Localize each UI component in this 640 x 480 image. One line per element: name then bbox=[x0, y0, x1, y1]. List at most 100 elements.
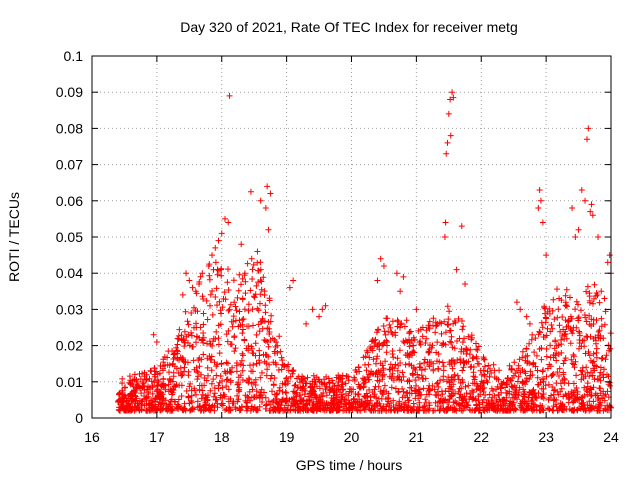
y-tick-labels: 0 0.01 0.02 0.03 0.04 0.05 0.06 0.07 0.08 0.09 0.1 bbox=[56, 48, 83, 426]
data-point bbox=[215, 237, 222, 244]
data-point bbox=[377, 255, 384, 262]
data-point bbox=[238, 241, 245, 248]
data-point bbox=[539, 219, 546, 226]
data-point bbox=[578, 186, 585, 193]
data-point bbox=[536, 186, 543, 193]
data-point bbox=[583, 136, 590, 143]
data-point bbox=[595, 234, 602, 240]
y-tick-label: 0.02 bbox=[56, 338, 83, 354]
data-point bbox=[153, 338, 160, 345]
data-point bbox=[267, 190, 274, 197]
y-tick-label: 0.07 bbox=[56, 157, 83, 173]
x-tick-label: 22 bbox=[473, 429, 489, 445]
data-point bbox=[309, 306, 316, 313]
y-axis-label: ROTI / TECUs bbox=[6, 192, 22, 282]
x-tick-label: 24 bbox=[603, 429, 619, 445]
data-point bbox=[572, 234, 579, 240]
data-point bbox=[569, 205, 576, 212]
data-point bbox=[598, 288, 605, 295]
data-point bbox=[264, 183, 271, 190]
data-point bbox=[221, 215, 228, 222]
data-point bbox=[606, 252, 613, 259]
data-point bbox=[585, 125, 592, 132]
data-point bbox=[316, 313, 323, 320]
data-point bbox=[212, 244, 219, 251]
x-tick-label: 16 bbox=[84, 429, 100, 445]
plot-frame bbox=[91, 55, 612, 419]
data-point bbox=[303, 320, 310, 327]
data-point bbox=[319, 306, 326, 313]
data-point bbox=[322, 302, 329, 309]
data-point bbox=[537, 197, 544, 204]
data-point bbox=[374, 277, 381, 284]
data-point bbox=[442, 219, 449, 226]
data-point bbox=[535, 205, 542, 212]
data-point bbox=[262, 205, 269, 212]
x-tick-label: 20 bbox=[344, 429, 360, 445]
x-tick-label: 18 bbox=[214, 429, 230, 445]
y-tick-label: 0.04 bbox=[56, 265, 83, 281]
data-point bbox=[575, 226, 582, 233]
data-point bbox=[393, 270, 400, 277]
data-point bbox=[199, 270, 206, 277]
data-point bbox=[589, 212, 596, 219]
y-tick-label: 0.01 bbox=[56, 374, 83, 390]
x-tick-labels: 16 17 18 19 20 21 22 23 24 bbox=[84, 429, 619, 445]
data-point bbox=[183, 270, 190, 277]
data-point bbox=[526, 320, 533, 327]
x-axis-label: GPS time / hours bbox=[296, 457, 403, 473]
data-point bbox=[523, 313, 530, 320]
y-tick-label: 0.05 bbox=[56, 229, 83, 245]
data-point bbox=[458, 223, 465, 230]
data-point bbox=[218, 230, 225, 237]
data-point bbox=[601, 295, 608, 302]
x-tick-label: 21 bbox=[409, 429, 425, 445]
y-tick-label: 0 bbox=[75, 410, 83, 426]
data-point bbox=[582, 197, 589, 204]
data-point bbox=[380, 262, 387, 269]
data-point bbox=[225, 219, 232, 226]
data-point bbox=[189, 284, 196, 291]
data-point bbox=[443, 150, 450, 157]
chart-title: Day 320 of 2021, Rate Of TEC Index for r… bbox=[180, 19, 517, 35]
data-point-cloud bbox=[115, 255, 614, 414]
grid-lines bbox=[92, 56, 611, 418]
data-point bbox=[265, 226, 272, 233]
data-point bbox=[441, 234, 448, 240]
data-points bbox=[115, 89, 614, 414]
data-point bbox=[413, 306, 420, 313]
data-point bbox=[257, 197, 264, 204]
y-tick-label: 0.08 bbox=[56, 120, 83, 136]
data-point bbox=[447, 132, 454, 139]
data-point bbox=[186, 277, 193, 284]
data-point bbox=[604, 259, 611, 266]
y-tick-label: 0.09 bbox=[56, 84, 83, 100]
x-tick-label: 23 bbox=[538, 429, 554, 445]
data-point bbox=[400, 273, 407, 280]
data-point bbox=[543, 252, 550, 259]
x-tick-label: 17 bbox=[149, 429, 165, 445]
data-point bbox=[517, 306, 524, 313]
data-point bbox=[290, 277, 297, 284]
data-point bbox=[462, 281, 469, 288]
data-point bbox=[179, 291, 186, 298]
data-point bbox=[403, 317, 410, 324]
data-point bbox=[247, 188, 254, 195]
data-point bbox=[513, 299, 520, 306]
data-point bbox=[449, 89, 456, 96]
data-point bbox=[286, 284, 293, 291]
y-tick-label: 0.03 bbox=[56, 301, 83, 317]
data-point bbox=[397, 288, 404, 295]
x-tick-label: 19 bbox=[279, 429, 295, 445]
data-point bbox=[450, 94, 457, 101]
y-tick-label: 0.06 bbox=[56, 193, 83, 209]
data-point bbox=[150, 331, 157, 338]
data-point bbox=[588, 201, 595, 208]
data-point bbox=[226, 92, 233, 99]
data-point bbox=[254, 248, 261, 255]
y-tick-label: 0.1 bbox=[64, 48, 84, 64]
data-point bbox=[445, 110, 452, 117]
data-point bbox=[453, 266, 460, 273]
data-point bbox=[444, 139, 451, 146]
